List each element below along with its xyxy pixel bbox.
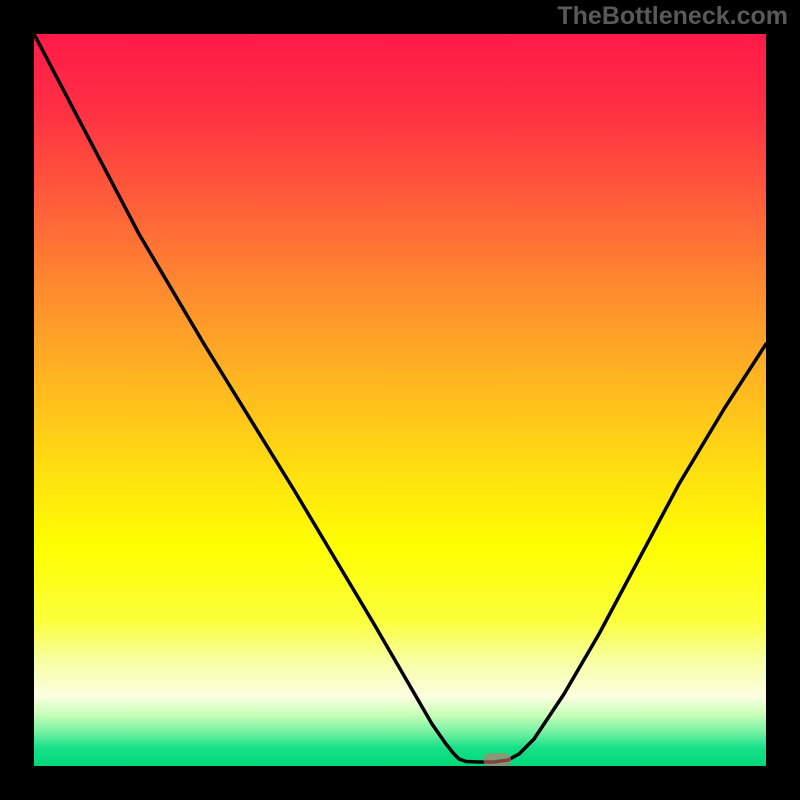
optimal-point-marker	[483, 753, 511, 766]
gradient-background	[34, 34, 766, 766]
chart-container: TheBottleneck.com	[0, 0, 800, 800]
plot-svg	[34, 34, 766, 766]
watermark-label: TheBottleneck.com	[557, 2, 788, 31]
plot-area	[34, 34, 766, 766]
